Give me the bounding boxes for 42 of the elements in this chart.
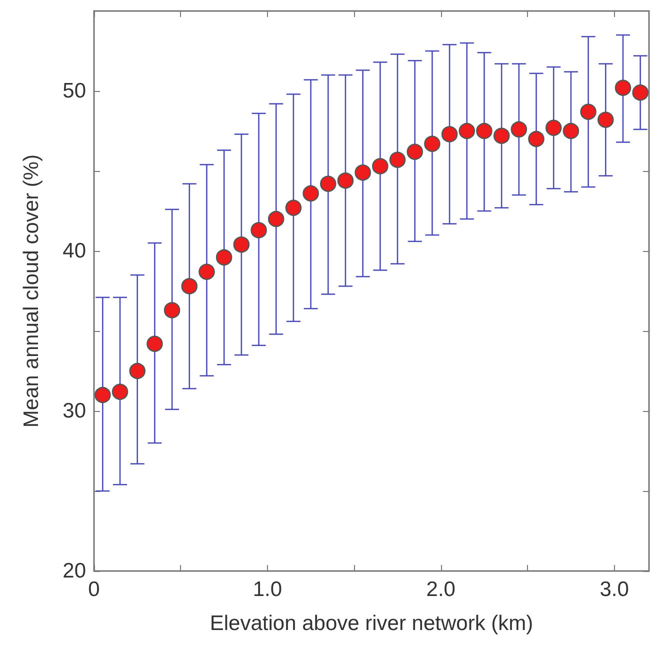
point [250, 222, 267, 238]
point [302, 185, 319, 202]
x-tick-label: 1.0 [252, 578, 282, 601]
point [372, 158, 388, 174]
point [545, 120, 562, 136]
y-tick-label: 40 [62, 240, 86, 262]
y-tick-label: 50 [62, 80, 86, 102]
point [580, 104, 596, 120]
point [406, 144, 424, 160]
point [598, 112, 614, 128]
point [285, 200, 302, 216]
point [94, 386, 111, 404]
point [614, 80, 632, 96]
point [233, 236, 250, 253]
point [493, 128, 510, 144]
x-tick-label: 0 [88, 578, 100, 601]
point [216, 249, 232, 266]
point [164, 302, 180, 318]
point [476, 122, 492, 140]
point [337, 172, 354, 189]
y-axis-title: Mean annual cloud cover (%) [20, 154, 43, 428]
point [441, 126, 458, 142]
point [129, 362, 146, 380]
point [112, 384, 128, 400]
point [354, 164, 371, 181]
point [510, 121, 528, 138]
point [146, 336, 163, 352]
y-tick-label: 20 [62, 560, 86, 582]
y-tick-label: 30 [62, 400, 86, 422]
x-tick-label: 2.0 [426, 578, 456, 601]
point [632, 84, 648, 101]
x-tick-label: 3.0 [600, 578, 629, 601]
point [528, 130, 544, 148]
point [458, 122, 476, 140]
point [198, 264, 215, 280]
point [181, 278, 198, 294]
x-axis-title: Elevation above river network (km) [210, 612, 534, 635]
point [320, 176, 336, 192]
point [268, 210, 284, 228]
point [424, 136, 440, 152]
point [389, 152, 406, 168]
point [562, 122, 580, 140]
